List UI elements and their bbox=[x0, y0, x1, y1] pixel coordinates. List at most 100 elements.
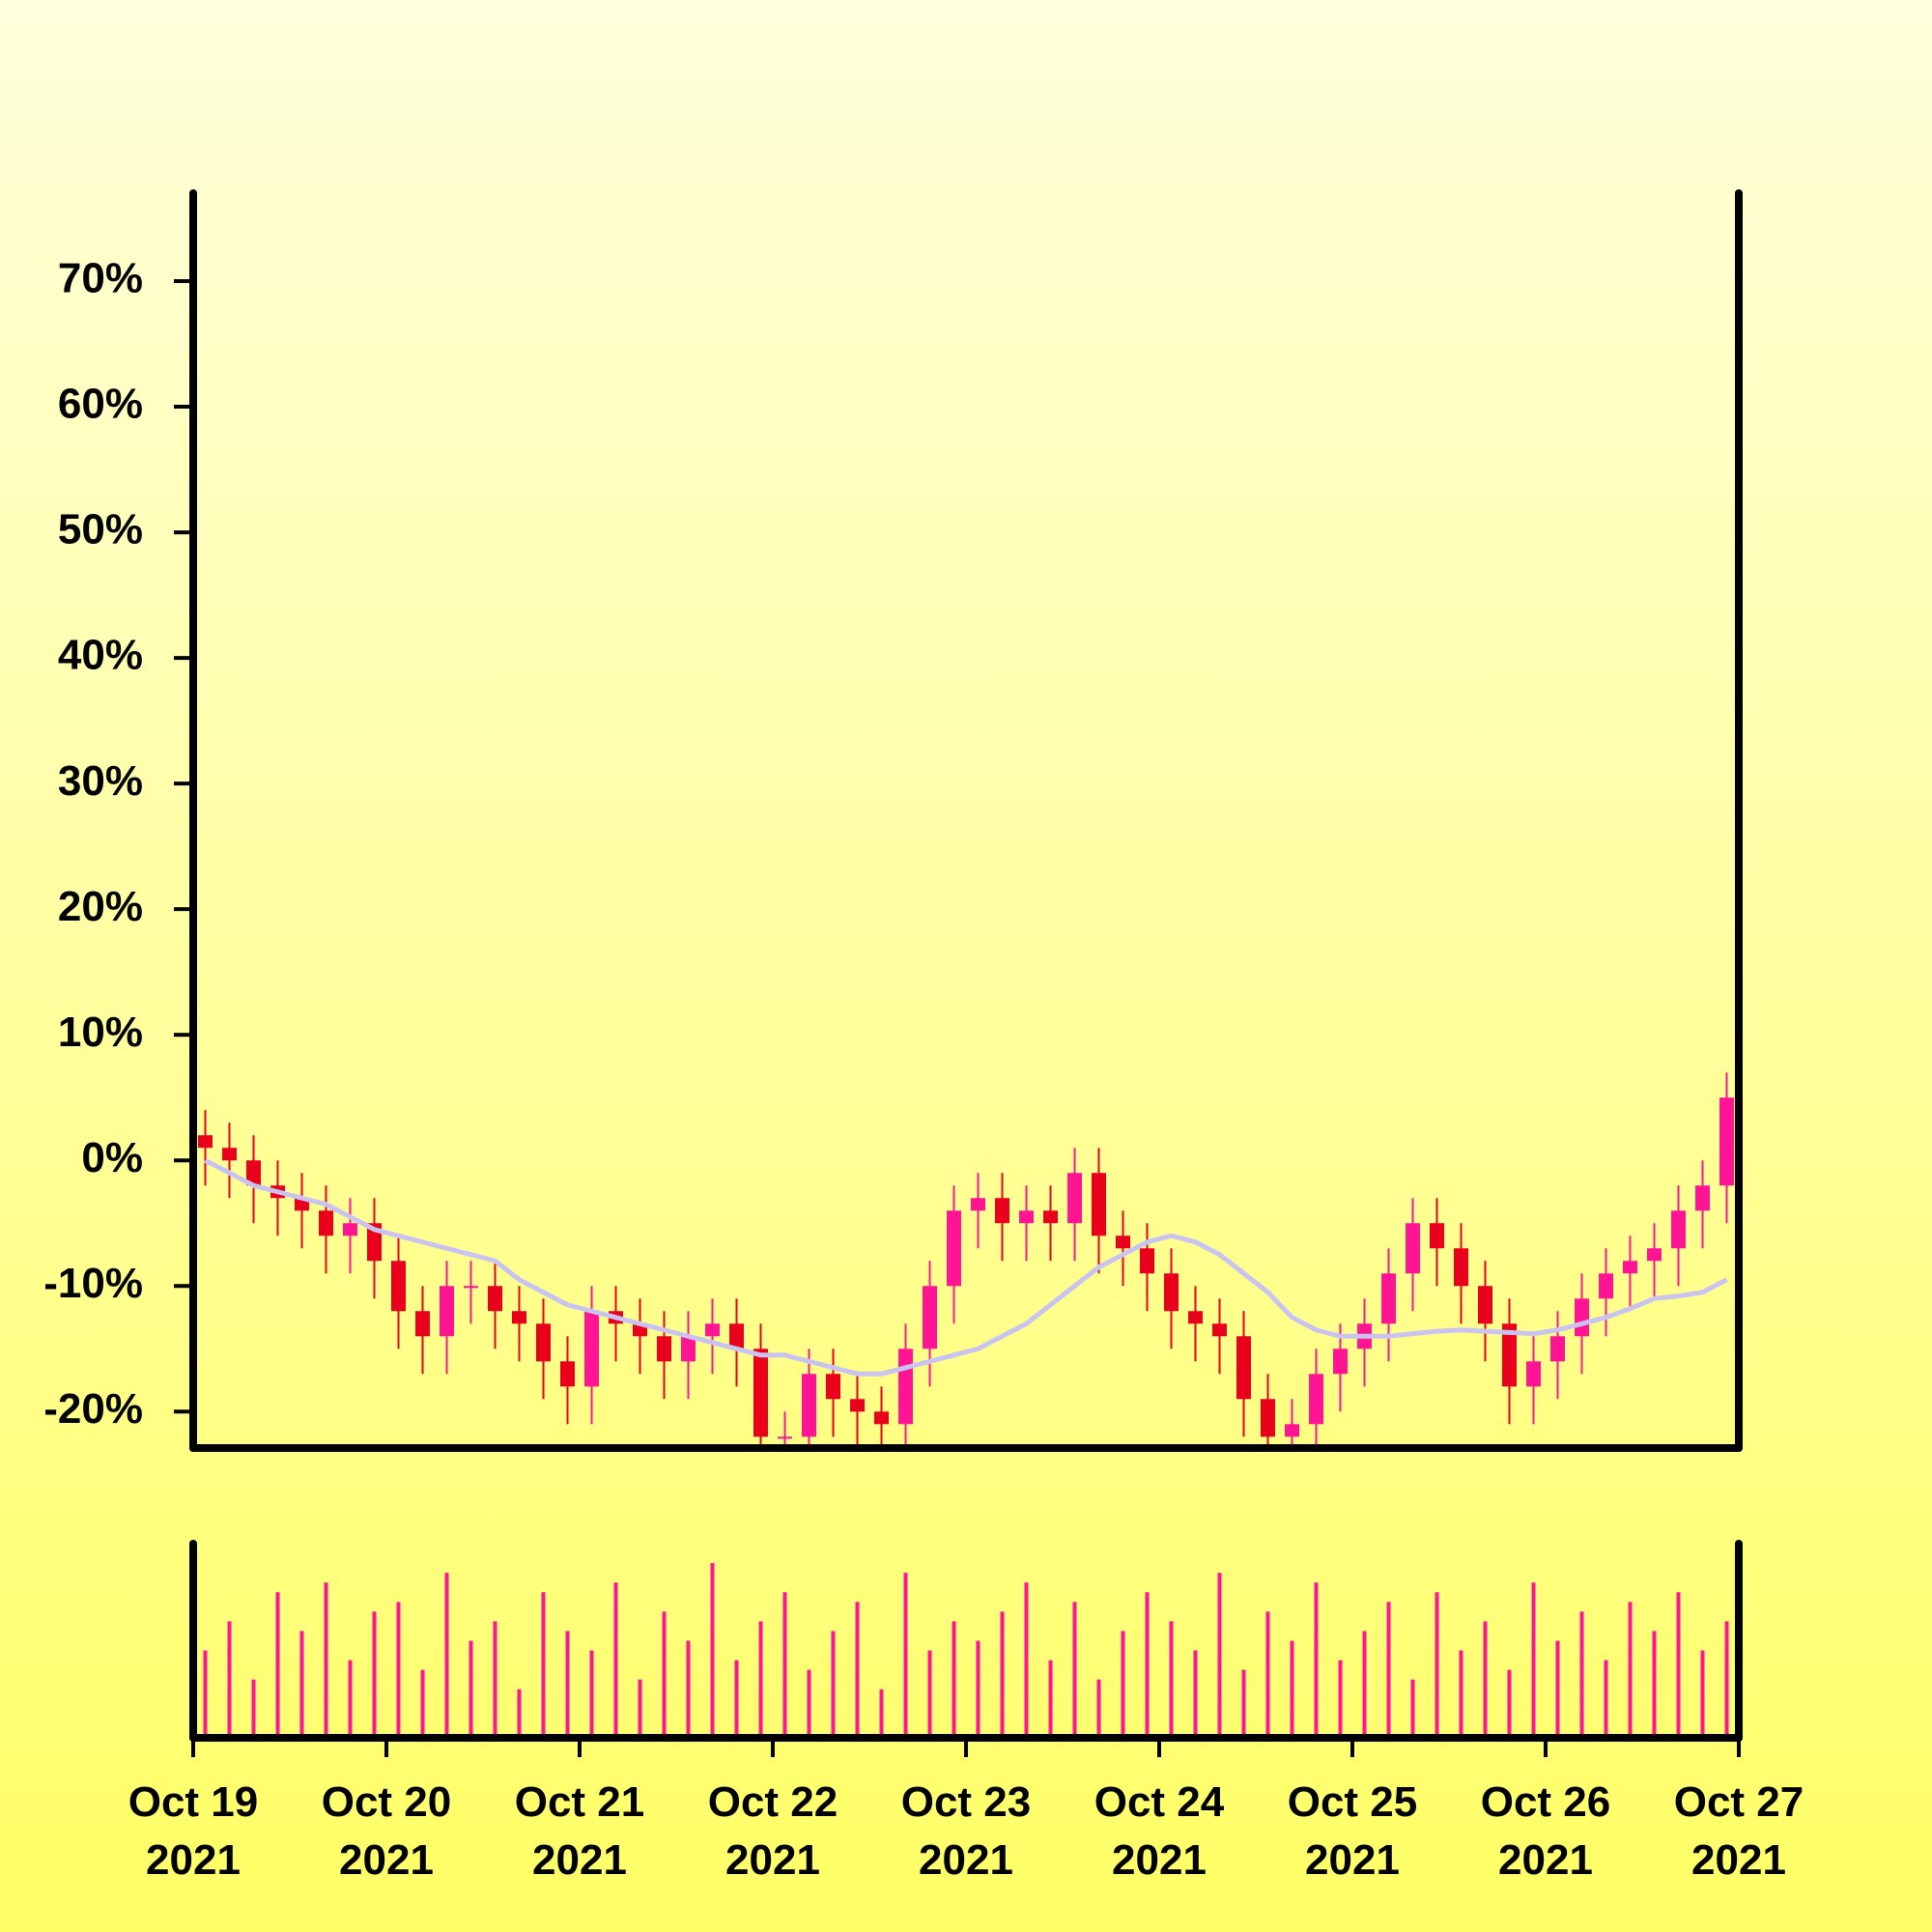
volume-bar bbox=[662, 1611, 667, 1738]
x-tick-label: Oct 23 2021 bbox=[900, 1778, 1032, 1884]
volume-bar bbox=[251, 1679, 256, 1738]
candle-body bbox=[850, 1399, 865, 1412]
volume-bar bbox=[324, 1582, 328, 1738]
candle-body bbox=[1671, 1210, 1686, 1249]
volume-bar bbox=[1217, 1573, 1222, 1738]
candle-body bbox=[1647, 1248, 1662, 1262]
candle-body bbox=[1430, 1223, 1444, 1249]
volume-bar bbox=[1048, 1660, 1053, 1738]
volume-bar bbox=[493, 1621, 497, 1738]
volume-bar bbox=[420, 1669, 425, 1738]
candle-body bbox=[584, 1311, 599, 1387]
volume-bar bbox=[517, 1689, 522, 1738]
volume-bar bbox=[1555, 1640, 1560, 1738]
candle-body bbox=[681, 1336, 696, 1362]
volume-bar bbox=[734, 1660, 739, 1738]
volume-bar bbox=[1652, 1631, 1657, 1738]
volume-bar bbox=[976, 1640, 980, 1738]
volume-bar bbox=[1193, 1650, 1198, 1738]
x-tick-label: Oct 25 2021 bbox=[1287, 1778, 1418, 1884]
volume-bar bbox=[1314, 1582, 1319, 1738]
candle-body bbox=[1526, 1361, 1541, 1387]
volume-bar bbox=[396, 1602, 401, 1738]
candle-body bbox=[826, 1374, 840, 1400]
candle-body bbox=[1333, 1349, 1348, 1375]
candle-body bbox=[536, 1323, 551, 1362]
y-tick-label: 60% bbox=[58, 381, 143, 428]
volume-bar bbox=[1121, 1631, 1125, 1738]
volume-bar bbox=[1096, 1679, 1101, 1738]
candle-body bbox=[1550, 1336, 1565, 1362]
candle-body bbox=[1695, 1185, 1710, 1211]
volume-plot bbox=[203, 1563, 1729, 1738]
candle-body bbox=[1454, 1248, 1468, 1287]
candle-body bbox=[1067, 1173, 1082, 1224]
volume-bar bbox=[686, 1640, 691, 1738]
candle-body bbox=[753, 1349, 768, 1437]
candle-body bbox=[802, 1374, 816, 1437]
candle-body bbox=[488, 1286, 502, 1312]
candle-body bbox=[995, 1198, 1009, 1224]
candle-body bbox=[1164, 1273, 1179, 1312]
candle-body bbox=[778, 1436, 792, 1439]
axes: -20% -10% 0% 10% 20% 30% 40% 50% 60% 70% bbox=[43, 189, 1743, 1757]
volume-bar bbox=[1459, 1650, 1463, 1738]
volume-bar bbox=[1628, 1602, 1633, 1738]
volume-bar bbox=[1604, 1660, 1608, 1738]
volume-bar bbox=[1435, 1592, 1439, 1738]
y-tick-label: 30% bbox=[58, 757, 143, 805]
candle-body bbox=[874, 1411, 889, 1425]
volume-bar bbox=[444, 1573, 449, 1738]
candle-body bbox=[947, 1210, 961, 1287]
candle-body bbox=[1309, 1374, 1323, 1425]
candle-body bbox=[1719, 1097, 1734, 1186]
volume-bar bbox=[638, 1679, 642, 1738]
x-tick-label: Oct 26 2021 bbox=[1480, 1778, 1611, 1884]
volume-bar bbox=[903, 1573, 908, 1738]
volume-bar bbox=[1169, 1621, 1174, 1738]
volume-bar bbox=[952, 1621, 956, 1738]
volume-bar bbox=[1265, 1611, 1270, 1738]
volume-bar bbox=[1579, 1611, 1584, 1738]
candle-body bbox=[1140, 1248, 1154, 1274]
candle-body bbox=[1116, 1236, 1130, 1249]
volume-bar bbox=[1676, 1592, 1681, 1738]
candle-body bbox=[1019, 1210, 1034, 1224]
volume-bar bbox=[1000, 1611, 1005, 1738]
candle-body bbox=[415, 1311, 430, 1337]
candle-body bbox=[1599, 1273, 1613, 1299]
volume-bar bbox=[831, 1631, 836, 1738]
y-tick-label: 70% bbox=[58, 255, 143, 302]
volume-bar bbox=[1483, 1621, 1488, 1738]
volume-bar bbox=[372, 1611, 377, 1738]
volume-bar bbox=[879, 1689, 884, 1738]
y-tick-label: 50% bbox=[58, 506, 143, 554]
volume-bar bbox=[1145, 1592, 1150, 1738]
volume-bar bbox=[1724, 1621, 1729, 1738]
volume-bar bbox=[1290, 1640, 1294, 1738]
candle-body bbox=[464, 1286, 478, 1289]
y-tick-label: 10% bbox=[58, 1009, 143, 1056]
x-tick-label: Oct 20 2021 bbox=[321, 1778, 452, 1884]
volume-bar bbox=[710, 1563, 715, 1738]
candle-body bbox=[657, 1336, 671, 1362]
candle-body bbox=[1575, 1298, 1589, 1337]
candle-body bbox=[198, 1135, 213, 1149]
candle-body bbox=[1285, 1424, 1299, 1437]
candle-body bbox=[1623, 1261, 1637, 1274]
candle-body bbox=[1478, 1286, 1492, 1324]
candle-body bbox=[1236, 1336, 1251, 1400]
candle-body bbox=[560, 1361, 575, 1387]
volume-bar bbox=[227, 1621, 232, 1738]
y-tick-label: -20% bbox=[43, 1385, 143, 1433]
candle-body bbox=[246, 1160, 261, 1186]
candle-body bbox=[729, 1323, 744, 1350]
volume-bar bbox=[807, 1669, 811, 1738]
volume-bar bbox=[613, 1582, 618, 1738]
volume-bar bbox=[927, 1650, 932, 1738]
volume-bar bbox=[855, 1602, 860, 1738]
candle-body bbox=[923, 1286, 937, 1350]
candle-body bbox=[705, 1323, 720, 1337]
candle-body bbox=[971, 1198, 985, 1211]
